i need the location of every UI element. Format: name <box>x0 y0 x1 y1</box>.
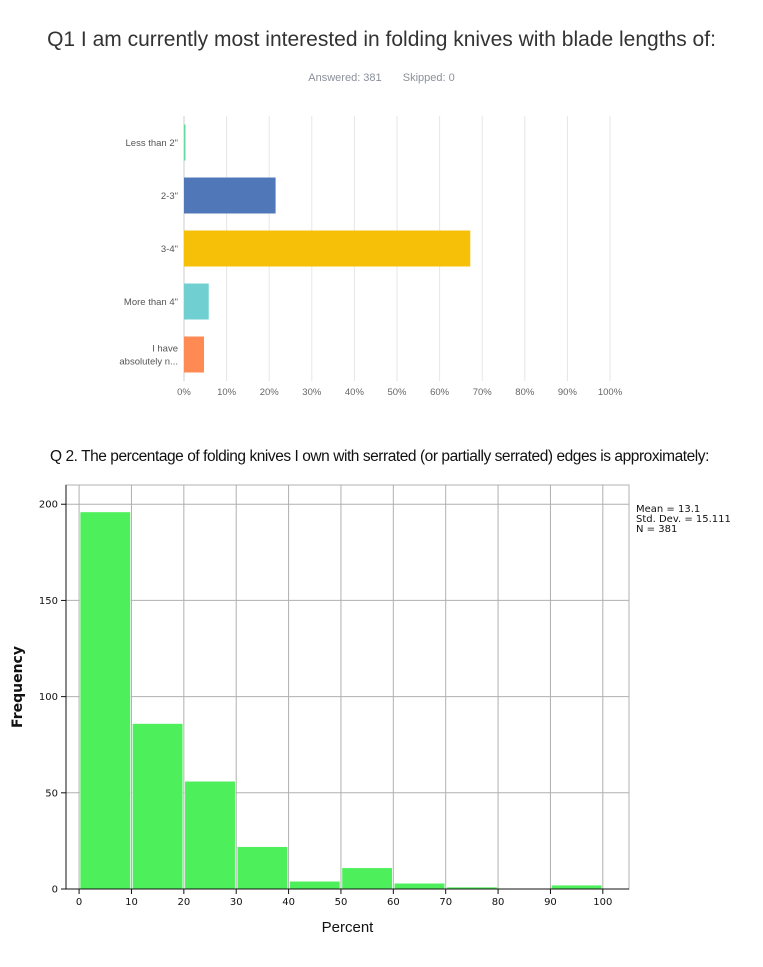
x-tick-label: 20 <box>177 897 190 908</box>
y-tick-label: 0 <box>52 885 58 896</box>
y-axis-title: Frequency <box>10 646 26 728</box>
x-tick-label: 100% <box>598 387 623 398</box>
y-tick-label: 200 <box>39 500 58 511</box>
x-tick-label: 30% <box>302 387 322 398</box>
x-tick-label: 100 <box>593 897 612 908</box>
x-tick-label: 90 <box>544 897 557 908</box>
x-tick-label: 40 <box>282 897 295 908</box>
x-tick-label: 0 <box>76 897 82 908</box>
x-tick-label: 80% <box>515 387 535 398</box>
histogram-bar <box>551 884 603 890</box>
category-label: 2-3" <box>161 191 178 202</box>
x-tick-label: 10 <box>125 897 138 908</box>
x-tick-label: 0% <box>177 387 191 398</box>
q1-title: Q1 I am currently most interested in fol… <box>47 28 716 51</box>
histogram-bar <box>394 882 445 890</box>
q2-title: Q 2. The percentage of folding knives I … <box>50 448 709 465</box>
y-tick-label: 50 <box>45 788 58 799</box>
q1-bar-chart: 0% 10% 20% 30% 40% 50% 60% 70% 80% 90% 100% Less th… <box>119 116 623 398</box>
bar-3 <box>184 283 209 320</box>
histogram-stats: Mean = 13.1 Std. Dev. = 15.111 N = 381 <box>636 505 731 535</box>
x-axis-title: Percent <box>322 919 375 936</box>
histogram-bar <box>236 846 288 890</box>
x-tick-label: 70% <box>473 387 493 398</box>
x-tick-label: 40% <box>345 387 365 398</box>
answered-count: Answered: 381 <box>308 72 382 84</box>
category-label: More than 4" <box>124 297 178 308</box>
histogram-bar <box>289 881 341 890</box>
histogram-bar <box>132 723 184 890</box>
bar-4 <box>184 336 205 373</box>
y-tick-label: 100 <box>39 692 58 703</box>
x-tick-label: 60 <box>387 897 400 908</box>
histogram-bar <box>79 511 131 890</box>
category-label: I have <box>152 344 178 355</box>
skipped-count: Skipped: 0 <box>402 72 455 84</box>
stat-n: N = 381 <box>636 524 678 535</box>
histogram-bar <box>341 867 393 890</box>
x-tick-label: 50% <box>387 387 407 398</box>
x-tick-label: 20% <box>260 387 280 398</box>
category-label: 3-4" <box>161 244 178 255</box>
x-tick-label: 30 <box>230 897 243 908</box>
x-tick-label: 50 <box>335 897 348 908</box>
x-tick-label: 10% <box>217 387 237 398</box>
bar-2 <box>184 230 471 267</box>
histogram-bar <box>184 781 236 890</box>
q1-response-counts: Answered: 381 Skipped: 0 <box>0 72 763 84</box>
stat-std-dev: Std. Dev. = 15.111 <box>636 514 731 525</box>
bar-1 <box>184 177 276 214</box>
y-tick-label: 150 <box>39 596 58 607</box>
x-tick-label: 60% <box>430 387 450 398</box>
x-tick-label: 70 <box>439 897 452 908</box>
category-label: Less than 2" <box>126 138 179 149</box>
x-tick-label: 90% <box>558 387 578 398</box>
category-label: absolutely n... <box>119 357 178 368</box>
stat-mean: Mean = 13.1 <box>636 504 701 515</box>
bar-0 <box>184 124 186 161</box>
x-tick-label: 80 <box>492 897 505 908</box>
